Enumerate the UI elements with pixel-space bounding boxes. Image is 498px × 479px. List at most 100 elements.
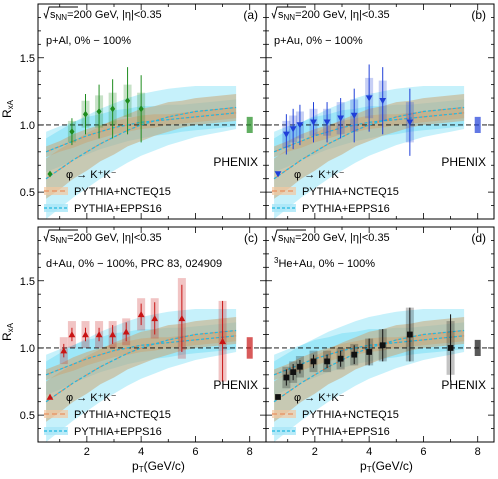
system-label: p+Al, 0% − 100% <box>46 35 131 47</box>
data-point <box>350 112 358 119</box>
x-axis-label-sub: T <box>139 465 144 474</box>
energy-subscript: NN <box>284 236 296 245</box>
panel-label: (b) <box>471 8 486 22</box>
plot-area <box>266 307 494 442</box>
legend-marker <box>275 394 281 400</box>
energy-label: sNN=200 GeV, |η|<0.35 <box>50 232 162 245</box>
x-axis-label-main: p <box>132 459 139 473</box>
data-point <box>60 347 68 354</box>
energy-value: =200 GeV, |η|<0.35 <box>295 232 390 244</box>
data-point <box>323 119 331 126</box>
x-axis-label-main: p <box>360 459 367 473</box>
global-sys-box <box>474 116 481 133</box>
data-point <box>379 342 386 349</box>
plot-area <box>38 67 266 219</box>
legend-entry-data: φ → K⁺K⁻ <box>66 169 117 181</box>
data-point <box>366 349 373 355</box>
system-label: d+Au, 0% − 100%, PRC 83, 024909 <box>46 258 222 270</box>
y-axis-label-sub: xA <box>6 99 15 109</box>
sqrt-sign <box>271 229 306 243</box>
experiment-label: PHENIX <box>213 378 258 392</box>
data-point <box>379 98 387 105</box>
data-point <box>283 374 290 381</box>
legend-entry-data: φ → K⁺K⁻ <box>294 169 345 181</box>
legend-entry-data: φ → K⁺K⁻ <box>294 392 345 404</box>
plot-area <box>266 64 494 219</box>
ncteq15-band-upper <box>46 330 237 381</box>
y-tick-label: 1.5 <box>20 53 35 65</box>
x-tick-label: 8 <box>475 446 481 458</box>
legend-entry-ncteq15: PYTHIA+NCTEQ15 <box>74 409 171 421</box>
energy-value: =200 GeV, |η|<0.35 <box>67 232 162 244</box>
x-tick-label: 6 <box>420 446 426 458</box>
y-axis-label-bottom: RxA <box>0 322 15 341</box>
legend-marker <box>274 171 282 178</box>
energy-subscript: NN <box>56 236 68 245</box>
x-tick-label: 8 <box>247 446 253 458</box>
y-tick-label: 1.0 <box>20 120 35 132</box>
data-point <box>82 110 89 118</box>
data-point <box>137 310 145 318</box>
data-point <box>125 97 131 105</box>
x-axis-label-unit: (GeV/c) <box>372 459 413 473</box>
energy-label: sNN=200 GeV, |η|<0.35 <box>278 9 390 22</box>
legend-entry-ncteq15: PYTHIA+NCTEQ15 <box>302 409 399 421</box>
legend-entry-epps16: PYTHIA+EPPS16 <box>74 203 162 215</box>
y-tick-label: 0.5 <box>20 187 35 199</box>
legend-entry-epps16: PYTHIA+EPPS16 <box>302 203 390 215</box>
x-tick-label: 4 <box>138 446 144 458</box>
energy-label: sNN=200 GeV, |η|<0.35 <box>278 232 390 245</box>
data-point <box>82 331 89 338</box>
x-tick-label: 4 <box>366 446 372 458</box>
x-axis-label-unit: (GeV/c) <box>144 459 185 473</box>
data-point <box>289 126 297 133</box>
sqrt-sign <box>43 229 78 243</box>
ncteq15-band-upper <box>274 107 465 158</box>
panel-label: (c) <box>244 231 258 245</box>
data-point <box>68 331 76 338</box>
data-point <box>219 337 226 344</box>
panel-d: 2 4 6 8 sNN=200 GeV, |η|<0.35 (d) 3He+Au, 0% −… <box>265 226 495 458</box>
data-point <box>178 314 186 322</box>
experiment-label: PHENIX <box>441 378 486 392</box>
global-sys-box <box>246 337 253 359</box>
data-point <box>282 131 290 138</box>
legend-entry-epps16: PYTHIA+EPPS16 <box>74 426 162 438</box>
panel-label: (d) <box>471 231 486 245</box>
experiment-label: PHENIX <box>213 155 258 169</box>
plot-area <box>38 278 266 442</box>
system-superscript: 3 <box>274 256 279 265</box>
y-tick-label: 0.5 <box>20 410 35 422</box>
data-point <box>337 355 344 362</box>
legend-marker <box>46 393 54 400</box>
data-point <box>95 331 103 338</box>
y-axis-label-main: R <box>0 109 14 118</box>
energy-value: =200 GeV, |η|<0.35 <box>295 9 390 21</box>
legend-entry-data: φ → K⁺K⁻ <box>66 392 117 404</box>
energy-subscript: NN <box>284 13 296 22</box>
data-point <box>138 105 144 113</box>
y-axis-label-sub: xA <box>6 322 15 332</box>
legend-marker <box>47 170 53 178</box>
sqrt-sign <box>43 6 78 20</box>
ncteq15-curve-upper <box>45 335 237 376</box>
legend-entry-ncteq15: PYTHIA+NCTEQ15 <box>302 186 399 198</box>
data-point <box>96 108 102 115</box>
y-tick-label: 1.5 <box>20 276 35 288</box>
y-axis-label-top: RxA <box>0 99 15 118</box>
x-axis-label-left: pT(GeV/c) <box>132 459 185 474</box>
sqrt-sign <box>271 6 306 20</box>
system-text: He+Au, 0% − 100% <box>278 258 375 270</box>
system-label: 3He+Au, 0% − 100% <box>274 256 375 270</box>
global-sys-box <box>246 116 253 133</box>
panel-a: 0.5 1.0 1.5 sNN=200 GeV, |η|<0.35 (a) p+Al, 0… <box>20 3 267 220</box>
data-point <box>447 345 454 351</box>
y-tick-label: 1.0 <box>20 343 35 355</box>
panel-c: 2 4 6 8 0.5 1.0 1.5 sNN=200 GeV, |η|<0.35 (c) d+A… <box>20 226 267 458</box>
system-label: p+Au, 0% − 100% <box>274 35 363 47</box>
panel-b: sNN=200 GeV, |η|<0.35 (b) p+Au, 0% − 100% P… <box>265 3 495 220</box>
data-point <box>310 119 317 126</box>
data-point <box>310 358 317 365</box>
ncteq15-band-upper <box>274 330 465 381</box>
